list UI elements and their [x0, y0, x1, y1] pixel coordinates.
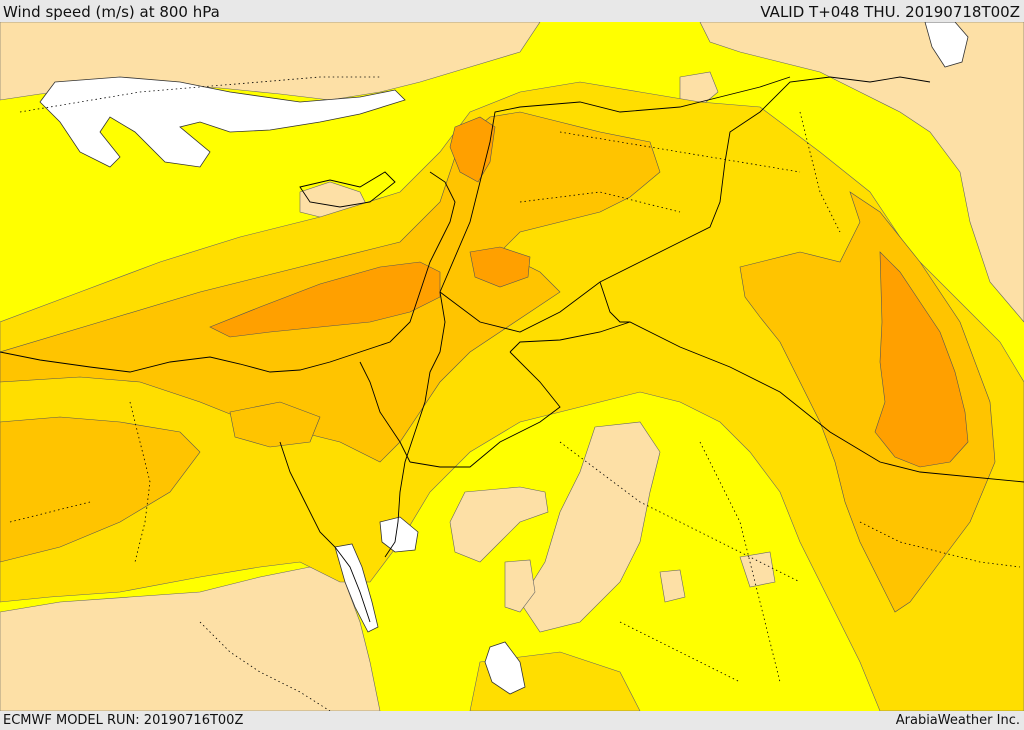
- map-footer: ECMWF MODEL RUN: 20190716T00Z ArabiaWeat…: [0, 711, 1024, 729]
- valid-time: VALID T+048 THU. 20190718T00Z: [760, 3, 1020, 21]
- wind-speed-map: [0, 22, 1024, 711]
- map-title: Wind speed (m/s) at 800 hPa: [3, 3, 220, 21]
- deep-orange-regions: [209, 116, 969, 468]
- model-run: ECMWF MODEL RUN: 20190716T00Z: [3, 713, 244, 728]
- admin-boundaries: [9, 76, 1021, 711]
- sea-white-regions: [39, 22, 969, 695]
- map-panel: [0, 22, 1024, 711]
- coastlines: [0, 171, 456, 623]
- credit: ArabiaWeather Inc.: [895, 713, 1020, 728]
- map-header: Wind speed (m/s) at 800 hPa VALID T+048 …: [0, 0, 1024, 22]
- country-borders: [359, 76, 1024, 483]
